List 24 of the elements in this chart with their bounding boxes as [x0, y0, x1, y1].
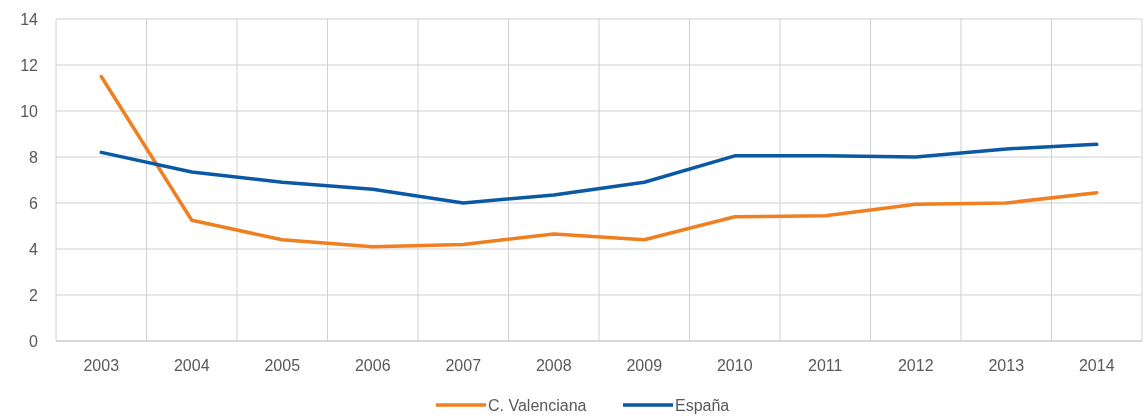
line-series — [99, 74, 1099, 249]
y-tick-label: 4 — [29, 240, 39, 258]
x-tick-label: 2008 — [535, 357, 572, 374]
x-tick-label: 2013 — [988, 357, 1025, 374]
y-tick-label: 14 — [20, 10, 39, 28]
line-series — [99, 142, 1099, 205]
x-tick-label: 2003 — [83, 357, 120, 374]
x-tick-label: 2009 — [626, 357, 663, 374]
y-tick-label: 8 — [29, 148, 39, 166]
x-tick-label: 2006 — [354, 357, 391, 374]
x-tick-label: 2014 — [1078, 357, 1115, 374]
legend-label: España — [675, 396, 730, 414]
legend-label: C. Valenciana — [488, 396, 587, 414]
y-tick-label: 2 — [29, 286, 39, 304]
x-tick-label: 2004 — [173, 357, 210, 374]
x-tick-label: 2012 — [897, 357, 934, 374]
x-tick-label: 2007 — [445, 357, 482, 374]
y-tick-label: 6 — [29, 194, 39, 212]
y-tick-label: 12 — [20, 56, 39, 74]
x-tick-label: 2005 — [264, 357, 301, 374]
x-tick-label: 2010 — [716, 357, 753, 374]
x-tick-label: 2011 — [808, 357, 843, 374]
y-tick-label: 10 — [20, 102, 39, 120]
y-tick-label: 0 — [29, 332, 39, 350]
